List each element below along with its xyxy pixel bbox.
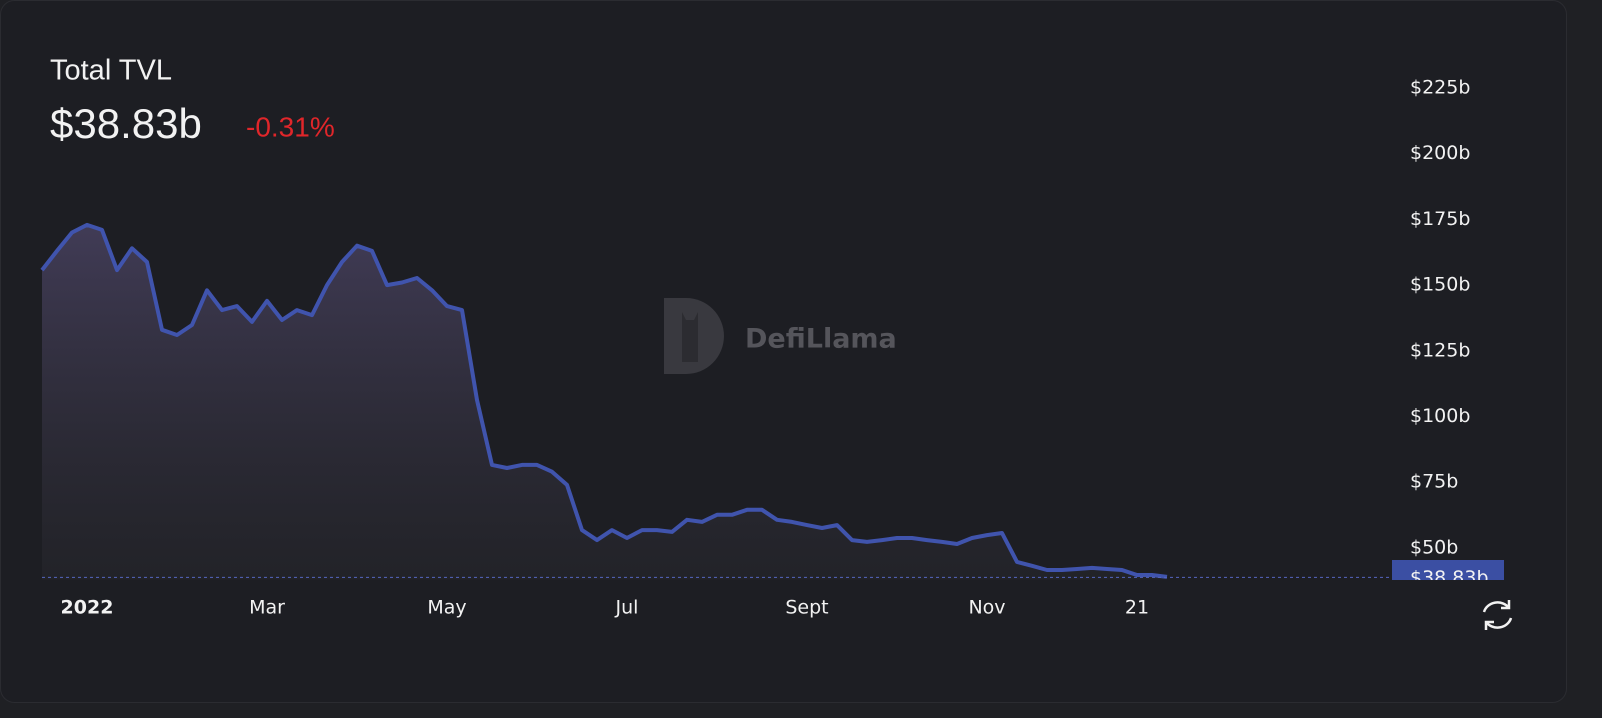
price-label: $38.83b [1410,567,1489,589]
y-tick-label: $225b [1410,76,1470,98]
watermark-logo [664,298,724,374]
x-tick-label: Nov [968,597,1005,619]
x-tick-label: 2022 [61,597,114,619]
refresh-icon[interactable] [1482,600,1513,630]
line [40,222,1168,579]
price-label-group: $38.83b [1410,567,1489,589]
x-tick-label: Sept [785,597,828,619]
y-tick-label: $150b [1410,274,1470,296]
area [42,224,1167,580]
y-tick-label: $100b [1410,405,1470,427]
y-tick-label: $200b [1410,142,1470,164]
y-tick-label: $50b [1410,536,1458,558]
y-tick-label: $175b [1410,208,1470,230]
y-tick-label: $125b [1410,339,1470,361]
current-value: $38.83b [50,100,202,147]
x-tick-label: May [427,597,466,619]
price-box [1392,560,1504,580]
y-tick-label: $75b [1410,471,1458,493]
x-tick-label: 21 [1125,597,1149,619]
change: -0.31% [246,111,335,142]
x-tick-label: Jul [615,597,639,619]
watermark: DefiLlama [745,324,897,355]
chart-title: Total TVL [50,55,172,87]
x-tick-label: Mar [249,597,285,619]
